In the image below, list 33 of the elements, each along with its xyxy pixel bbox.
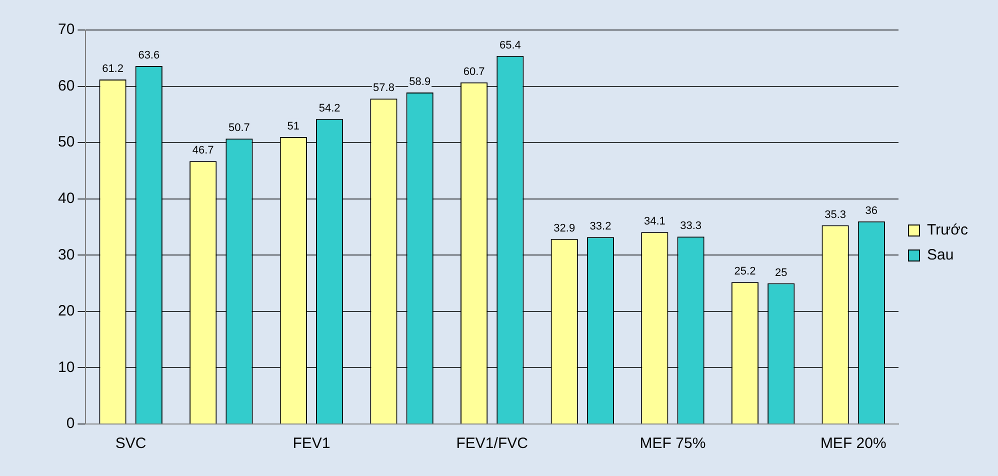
- legend-label: Sau: [927, 246, 954, 264]
- data-label: 51: [287, 120, 300, 132]
- data-label: 36: [865, 204, 878, 217]
- y-tick-label: 50: [58, 134, 75, 151]
- x-tick-label: FEV1/FVC: [456, 435, 528, 452]
- data-label: 63.6: [138, 50, 160, 62]
- data-label: 25: [774, 266, 788, 279]
- data-label: 33.2: [590, 220, 612, 233]
- data-label: 35.3: [824, 208, 846, 221]
- data-label: 65.4: [499, 39, 521, 52]
- x-tick-label: MEF 75%: [640, 435, 706, 452]
- y-tick-label: 20: [58, 302, 75, 320]
- y-tick-label: 60: [58, 77, 75, 94]
- y-tick-label: 70: [58, 21, 75, 38]
- y-tick-label: 40: [58, 190, 75, 207]
- data-label: 60.7: [463, 66, 485, 78]
- legend-label: Trước: [927, 222, 968, 239]
- x-tick-label: MEF 20%: [820, 435, 886, 452]
- y-tick-label: 10: [58, 358, 75, 376]
- x-tick-label: FEV1: [292, 435, 330, 452]
- data-label: 34.1: [644, 216, 666, 228]
- data-label: 33.3: [680, 220, 702, 232]
- data-label: 50.7: [228, 122, 250, 134]
- data-label: 61.2: [102, 63, 124, 76]
- data-label: 57.8: [373, 82, 394, 94]
- data-label: 46.7: [192, 144, 214, 157]
- data-label: 32.9: [554, 222, 576, 234]
- data-label: 25.2: [734, 266, 756, 278]
- x-tick-label: SVC: [115, 435, 146, 452]
- data-label: 54.2: [318, 102, 340, 114]
- data-label: 58.9: [409, 76, 431, 88]
- y-tick-label: 30: [58, 246, 75, 264]
- y-tick-label: 0: [66, 415, 75, 432]
